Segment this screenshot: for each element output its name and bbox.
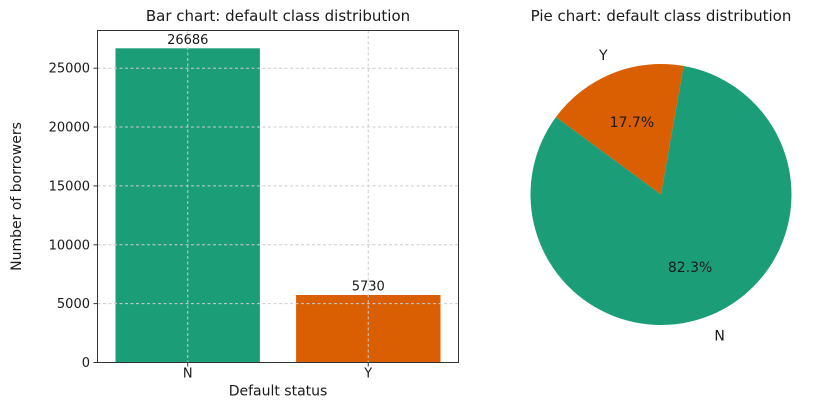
pie-wedge-Y [555, 63, 684, 195]
y-tick-label-20000: 20000 [49, 121, 90, 136]
pie-chart: 17.7% Y 82.3% N Pie chart: default class di… [530, 7, 792, 345]
pie-pct-label-N: 82.3% [668, 260, 712, 276]
x-tick-label-N: N [183, 367, 193, 382]
pie-chart-title: Pie chart: default class distribution [531, 7, 792, 25]
y-tick-label-5000: 5000 [57, 297, 90, 312]
bar-tick-marks [93, 67, 369, 367]
y-tick-label-10000: 10000 [49, 238, 90, 253]
pie-wedges [530, 63, 792, 325]
bar-axes-frame [97, 30, 459, 363]
pie-pct-label-Y: 17.7% [610, 115, 654, 131]
bar-value-label-N: 26686 [167, 33, 208, 48]
pie-labels: 17.7% Y 82.3% N [598, 48, 725, 345]
y-tick-label-15000: 15000 [49, 179, 90, 194]
bar-value-labels: 26686 5730 [167, 33, 385, 295]
pie-slice-label-Y: Y [598, 48, 608, 64]
bar-chart: N Y 0 5000 10000 15000 20000 25000 26686 5730 Ba… [9, 7, 459, 400]
bar-chart-title: Bar chart: default class distribution [146, 7, 410, 25]
bar-value-label-Y: 5730 [352, 280, 385, 295]
y-tick-label-0: 0 [82, 356, 90, 371]
bar-series [115, 48, 441, 363]
pie-slice-label-N: N [714, 328, 724, 344]
bar-yaxis-label: Number of borrowers [9, 122, 25, 271]
bar-N [115, 48, 260, 363]
bar-gridlines [97, 30, 459, 363]
x-tick-label-Y: Y [363, 367, 372, 382]
bar-xaxis-label: Default status [229, 384, 328, 400]
pie-wedge-N [530, 65, 792, 325]
y-tick-label-25000: 25000 [49, 62, 90, 77]
bar-tick-labels: N Y 0 5000 10000 15000 20000 25000 [49, 62, 373, 382]
